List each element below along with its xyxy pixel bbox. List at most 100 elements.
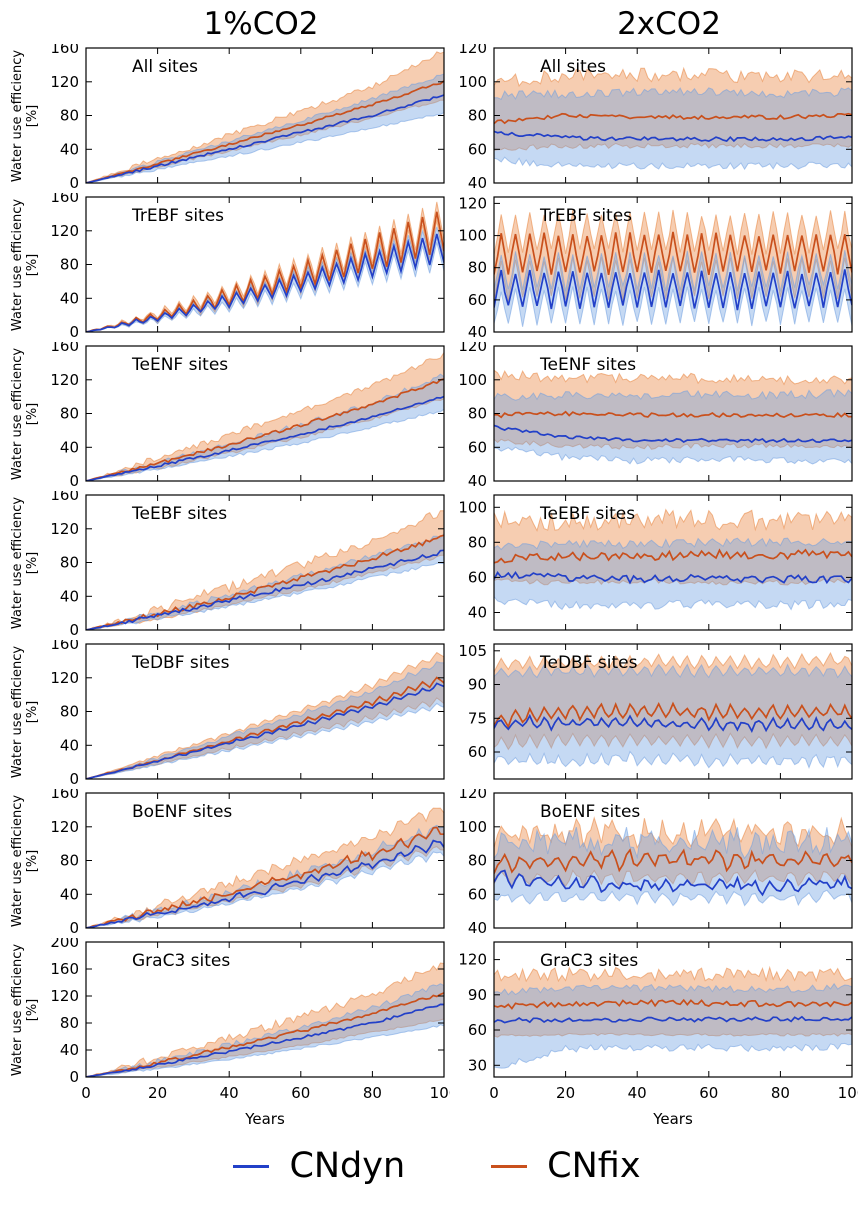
y-tick-label: 0 [69, 174, 79, 192]
y-tick-label: 120 [50, 73, 79, 91]
cnfix-line-swatch [491, 1164, 528, 1168]
x-axis-label: Years [244, 1110, 285, 1128]
plot-area [494, 965, 852, 1069]
site-label: TeDBF sites [539, 653, 638, 673]
plot-frame [85, 941, 445, 1078]
plot-area [86, 962, 444, 1077]
y-axis-label: Water use efficiency [%] [8, 193, 42, 336]
y-tick-label: 75 [468, 709, 487, 727]
x-tick-label: 100 [838, 1084, 858, 1102]
cnfix-uncertainty-band [86, 962, 444, 1077]
y-tick-label: 160 [50, 789, 79, 802]
y-tick-label: 60 [468, 743, 487, 761]
cndyn-line [494, 1015, 852, 1024]
cndyn-line [86, 1003, 444, 1077]
panel-2xco2-tedbf-sites: 60 75 90 105 TeDBF sites [458, 642, 853, 780]
y-axis-label: Water use efficiency [%] [8, 491, 42, 634]
cnfix-uncertainty-band [494, 816, 852, 889]
y-tick-label: 80 [468, 533, 487, 551]
column-title-1pctco2: 1%CO2 [203, 6, 319, 42]
cnfix-uncertainty-band [494, 66, 852, 151]
x-tick-label: 0 [489, 1084, 499, 1102]
cnfix-line [86, 826, 444, 928]
y-tick-label: 100 [458, 371, 487, 389]
y-tick-label: 120 [458, 194, 487, 212]
y-tick-label: 0 [69, 770, 79, 788]
y-tick-label: 80 [60, 256, 79, 274]
cnfix-uncertainty-band [86, 651, 444, 779]
y-tick-label: 60 [468, 438, 487, 456]
cndyn-line-swatch [233, 1164, 270, 1168]
y-tick-label: 120 [50, 987, 79, 1005]
site-label: TrEBF sites [539, 206, 632, 226]
panel-1-co2-tedbf-sites: 0 40 80 120 160 TeDBF sites [50, 640, 445, 788]
chart-row: Water use efficiency [%] 0 40 80 120 160 All si… [8, 44, 866, 193]
site-label: GraC3 sites [540, 951, 638, 971]
y-tick-label: 80 [60, 852, 79, 870]
y-axis-label: Water use efficiency [%] [8, 342, 42, 485]
cndyn-uncertainty-band [86, 824, 444, 928]
plot-frame [493, 643, 853, 780]
y-tick-label: 80 [468, 259, 487, 277]
y-tick-label: 160 [50, 491, 79, 504]
y-tick-label: 160 [50, 960, 79, 978]
cnfix-line [86, 992, 444, 1077]
chart-row: Water use efficiency [%] 0 40 80 120 160 TrEBF … [8, 193, 866, 342]
site-label: TeEBF sites [539, 504, 635, 524]
panel-2xco2-all-sites: 40 60 80 100 120 All sites [458, 44, 853, 192]
y-tick-label: 40 [60, 885, 79, 903]
panel-1-co2-teenf-sites: 0 40 80 120 160 TeENF sites [50, 342, 445, 490]
chart-row: Water use efficiency [%] 0 40 80 120 160 BoENF … [8, 789, 866, 938]
y-tick-label: 40 [468, 919, 487, 937]
cnfix-uncertainty-band [86, 51, 444, 183]
cndyn-line [494, 424, 852, 444]
cnfix-line [494, 231, 852, 276]
y-tick-label: 0 [69, 919, 79, 937]
cndyn-line [86, 233, 444, 332]
y-tick-label: 90 [468, 676, 487, 694]
cndyn-line [494, 869, 852, 897]
y-tick-label: 120 [458, 44, 487, 57]
x-tick-label: 60 [291, 1084, 310, 1102]
cndyn-uncertainty-band [494, 663, 852, 769]
x-tick-label: 40 [628, 1084, 647, 1102]
site-label: All sites [132, 57, 198, 77]
x-tick-label: 100 [430, 1084, 450, 1102]
plot-area [86, 510, 444, 630]
column-titles: 1%CO2 2xCO2 [8, 2, 866, 44]
y-tick-label: 80 [468, 107, 487, 125]
y-tick-label: 80 [60, 107, 79, 125]
y-tick-label: 160 [50, 342, 79, 355]
plot-area [86, 807, 444, 928]
panel-1-co2-trebf-sites: 0 40 80 120 160 TrEBF sites [50, 193, 445, 341]
y-tick-label: 60 [468, 1021, 487, 1039]
legend-label-cndyn: CNdyn [289, 1146, 406, 1186]
cndyn-uncertainty-band [494, 982, 852, 1069]
cndyn-uncertainty-band [494, 87, 852, 171]
y-tick-label: 0 [69, 621, 79, 639]
cndyn-uncertainty-band [86, 73, 444, 183]
y-tick-label: 60 [468, 291, 487, 309]
cndyn-line [494, 713, 852, 733]
site-label: TeENF sites [131, 355, 228, 375]
y-tick-label: 120 [50, 818, 79, 836]
cndyn-uncertainty-band [86, 661, 444, 779]
cndyn-line [86, 682, 444, 779]
y-tick-label: 80 [468, 405, 487, 423]
y-axis-label: Water use efficiency [%] [8, 938, 42, 1081]
site-label: TeDBF sites [131, 653, 230, 673]
y-tick-label: 120 [50, 222, 79, 240]
cnfix-uncertainty-band [494, 508, 852, 586]
y-tick-label: 160 [50, 193, 79, 206]
y-tick-label: 120 [50, 371, 79, 389]
y-axis-label-text: Water use efficiency [%] [10, 943, 40, 1076]
y-tick-label: 120 [458, 789, 487, 802]
site-label: TeENF sites [539, 355, 636, 375]
y-tick-label: 60 [468, 140, 487, 158]
plot-area [494, 369, 852, 465]
cnfix-line [494, 848, 852, 874]
x-tick-label: 20 [556, 1084, 575, 1102]
plot-area [86, 651, 444, 779]
panel-1-co2-boenf-sites: 0 40 80 120 160 BoENF sites [50, 789, 445, 937]
y-tick-label: 0 [69, 472, 79, 490]
